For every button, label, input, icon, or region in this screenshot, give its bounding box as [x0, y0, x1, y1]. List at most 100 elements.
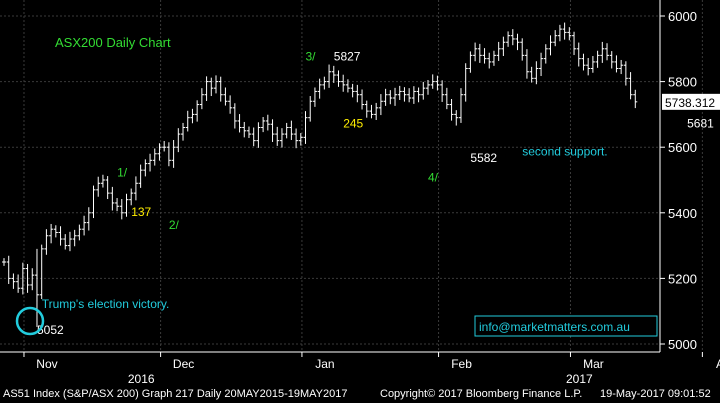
- price-bar: [317, 78, 322, 99]
- annotation-label: 4/: [428, 171, 439, 185]
- x-tick-label: Jan: [315, 357, 334, 371]
- price-bar: [496, 41, 501, 61]
- price-bar: [510, 29, 515, 46]
- price-bar: [77, 224, 82, 241]
- price-bar: [39, 244, 44, 300]
- price-bars: [2, 22, 638, 327]
- price-bar: [242, 121, 247, 138]
- year-label: 2017: [566, 372, 593, 386]
- price-bar: [190, 108, 195, 124]
- price-bar: [166, 142, 171, 167]
- footer-middle: Copyright© 2017 Bloomberg Finance L.P.: [380, 388, 583, 400]
- price-bar: [421, 81, 426, 100]
- price-bar: [501, 36, 506, 57]
- price-bar: [124, 193, 129, 217]
- price-bar: [506, 31, 511, 47]
- price-bar: [138, 164, 143, 188]
- price-bar: [148, 153, 153, 172]
- price-bar: [444, 87, 449, 110]
- price-bar: [195, 100, 200, 122]
- footer-right: 19-May-2017 09:01:52: [600, 388, 711, 400]
- price-bar: [294, 128, 299, 149]
- annotations: 3/5827 245 5582 4/second support. 1/137 2/568…: [37, 49, 714, 337]
- price-bar: [515, 33, 520, 51]
- y-tick-label: 5200: [668, 271, 697, 286]
- price-bar: [440, 80, 445, 102]
- price-bar: [115, 198, 120, 212]
- price-bar: [331, 65, 336, 83]
- price-bar: [416, 87, 421, 103]
- price-bar: [407, 88, 412, 103]
- price-bar: [185, 110, 190, 132]
- price-bar: [199, 88, 204, 110]
- price-bar: [265, 114, 270, 131]
- price-bar: [16, 274, 21, 293]
- asx200-price-chart: 5000 5200 5400 5600 5800 6000 5738.312 Nov Dec J…: [0, 0, 720, 386]
- price-bar: [628, 72, 633, 100]
- price-bar: [426, 79, 430, 95]
- price-bar: [25, 263, 30, 293]
- price-bar: [289, 120, 294, 140]
- annotation-label: 1/: [117, 166, 128, 180]
- price-bar: [374, 102, 379, 120]
- price-bar: [345, 79, 350, 93]
- price-bar: [383, 88, 388, 106]
- price-bar: [595, 50, 600, 68]
- chart-title: ASX200 Daily Chart: [55, 35, 171, 50]
- price-bar: [458, 88, 463, 123]
- price-bar: [270, 119, 275, 142]
- price-bar: [129, 188, 134, 206]
- footer-bar: AS51 Index (S&P/ASX 200) Graph 217 Daily…: [0, 386, 720, 403]
- price-bar: [487, 52, 492, 69]
- last-price-label: 5738.312: [665, 96, 715, 110]
- price-bar: [251, 127, 256, 147]
- price-bar: [303, 111, 308, 144]
- price-bar: [411, 86, 416, 104]
- price-bar: [586, 57, 591, 76]
- price-bar: [567, 27, 572, 41]
- price-bar: [614, 55, 619, 73]
- price-bar: [72, 229, 77, 247]
- y-tick-label: 6000: [668, 9, 697, 24]
- price-bar: [524, 49, 529, 79]
- price-bar: [256, 122, 261, 148]
- price-bar: [181, 122, 186, 141]
- price-bar: [11, 273, 16, 289]
- annotation-label: 5052: [37, 323, 64, 337]
- price-bar: [223, 87, 228, 106]
- annotation-label: second support.: [522, 144, 607, 158]
- price-bar: [539, 52, 544, 77]
- y-tick-label: 5000: [668, 337, 697, 352]
- price-bar: [336, 70, 341, 87]
- x-tick-label: Apr: [716, 357, 720, 371]
- y-tick-label: 5400: [668, 206, 697, 221]
- y-tick-label: 5600: [668, 140, 697, 155]
- price-bar: [557, 24, 562, 42]
- price-bar: [53, 225, 58, 238]
- price-bar: [6, 255, 11, 284]
- price-bar: [228, 95, 233, 114]
- price-bar: [435, 75, 440, 91]
- price-bar: [529, 66, 534, 83]
- price-bar: [576, 42, 581, 67]
- x-tick-label: Nov: [36, 357, 57, 371]
- price-bar: [143, 159, 148, 177]
- footer-left: AS51 Index (S&P/ASX 200) Graph 217 Daily…: [3, 388, 348, 400]
- gridlines: [0, 0, 703, 352]
- price-bar: [397, 85, 402, 100]
- price-bar: [600, 41, 605, 63]
- price-bar: [100, 174, 105, 188]
- price-bar: [388, 90, 393, 105]
- price-bar: [322, 76, 327, 90]
- annotation-label: 5582: [470, 151, 497, 165]
- price-bar: [261, 117, 266, 133]
- price-bar: [82, 215, 87, 236]
- price-bar: [214, 75, 218, 94]
- annotation-label: 5827: [334, 49, 361, 63]
- price-bar: [308, 96, 313, 122]
- price-bar: [623, 61, 628, 86]
- price-bar: [341, 74, 346, 92]
- price-bar: [20, 262, 25, 295]
- x-tick-label: Mar: [583, 357, 604, 371]
- price-bar: [520, 38, 525, 61]
